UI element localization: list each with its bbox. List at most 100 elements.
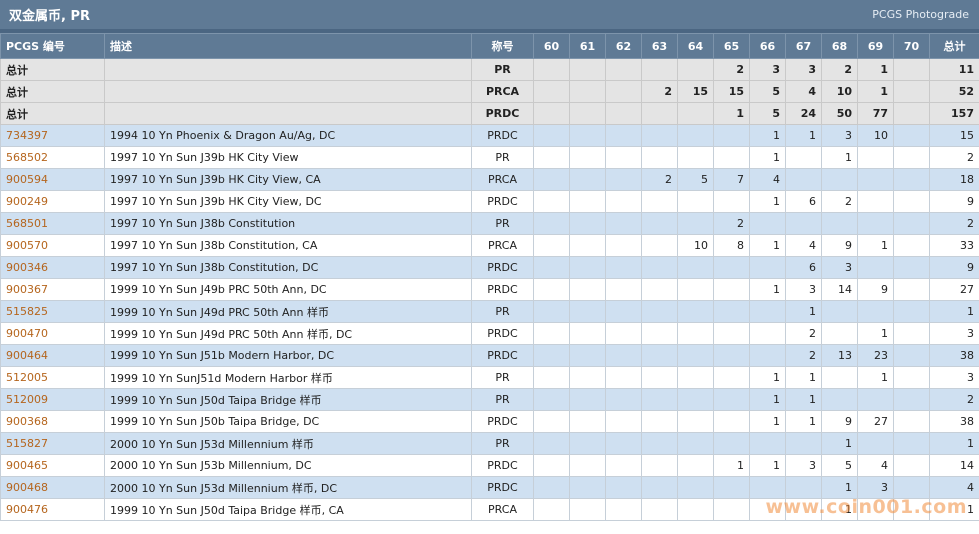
table-row[interactable]: 900368 1999 10 Yn Sun J50b Taipa Bridge, … — [0, 410, 979, 433]
pcgs-code-link[interactable]: 900468 — [0, 476, 105, 499]
col-header-grade[interactable]: 67 — [785, 33, 822, 59]
grade-count-cell: 3 — [821, 256, 858, 279]
table-row[interactable]: 515827 2000 10 Yn Sun J53d Millennium 样币 P… — [0, 432, 979, 455]
grade-count-cell: 1 — [749, 146, 786, 169]
col-header-grade[interactable]: 69 — [857, 33, 894, 59]
grade-count-cell: 1 — [857, 58, 894, 81]
grade-count-cell — [605, 234, 642, 257]
pcgs-code-link[interactable]: 734397 — [0, 124, 105, 147]
col-header-designation[interactable]: 称号 — [471, 33, 534, 59]
pcgs-code-link[interactable]: 900465 — [0, 454, 105, 477]
grade-count-cell: 15 — [677, 80, 714, 103]
pcgs-code-link[interactable]: 512005 — [0, 366, 105, 389]
coin-description: 1999 10 Yn Sun J50b Taipa Bridge, DC — [104, 410, 472, 433]
table-row[interactable]: 900570 1997 10 Yn Sun J38b Constitution, … — [0, 234, 979, 257]
table-row[interactable]: 512009 1999 10 Yn Sun J50d Taipa Bridge 样… — [0, 388, 979, 411]
table-row[interactable]: 900594 1997 10 Yn Sun J39b HK City View, … — [0, 168, 979, 191]
grade-count-cell — [605, 278, 642, 301]
grade-count-cell: 1 — [821, 432, 858, 455]
grade-count-cell — [533, 80, 570, 103]
grade-count-cell — [857, 168, 894, 191]
pcgs-code-link[interactable]: 900470 — [0, 322, 105, 345]
grade-count-cell — [569, 432, 606, 455]
grade-count-cell: 2 — [821, 190, 858, 213]
table-row[interactable]: 900470 1999 10 Yn Sun J49d PRC 50th Ann 样… — [0, 322, 979, 345]
pcgs-code-link[interactable]: 512009 — [0, 388, 105, 411]
grade-count-cell — [569, 476, 606, 499]
pcgs-code-link[interactable]: 900476 — [0, 498, 105, 521]
grade-count-cell — [641, 124, 678, 147]
row-total-cell: 1 — [929, 300, 979, 323]
pcgs-code-link[interactable]: 900367 — [0, 278, 105, 301]
grade-count-cell — [641, 454, 678, 477]
total-row: 总计 PRDC 1 5 24 50 77 157 — [0, 102, 979, 125]
col-header-grade[interactable]: 63 — [641, 33, 678, 59]
grade-count-cell: 14 — [821, 278, 858, 301]
col-header-grade[interactable]: 62 — [605, 33, 642, 59]
col-header-code[interactable]: PCGS 编号 — [0, 33, 105, 59]
coin-description: 1999 10 Yn Sun J50d Taipa Bridge 样币, CA — [104, 498, 472, 521]
table-row[interactable]: 900476 1999 10 Yn Sun J50d Taipa Bridge 样… — [0, 498, 979, 521]
table-row[interactable]: 900249 1997 10 Yn Sun J39b HK City View, … — [0, 190, 979, 213]
grade-count-cell: 1 — [749, 124, 786, 147]
table-row[interactable]: 900367 1999 10 Yn Sun J49b PRC 50th Ann, … — [0, 278, 979, 301]
grade-count-cell — [533, 278, 570, 301]
table-row[interactable]: 515825 1999 10 Yn Sun J49d PRC 50th Ann 样… — [0, 300, 979, 323]
grade-count-cell — [821, 212, 858, 235]
col-header-grade[interactable]: 64 — [677, 33, 714, 59]
grade-count-cell — [605, 366, 642, 389]
grade-count-cell — [605, 146, 642, 169]
grade-count-cell: 1 — [821, 476, 858, 499]
grade-count-cell: 1 — [785, 410, 822, 433]
grade-count-cell — [677, 366, 714, 389]
pcgs-code-link[interactable]: 900464 — [0, 344, 105, 367]
table-row[interactable]: 900468 2000 10 Yn Sun J53d Millennium 样币,… — [0, 476, 979, 499]
col-header-grade[interactable]: 60 — [533, 33, 570, 59]
table-row[interactable]: 568502 1997 10 Yn Sun J39b HK City View PR… — [0, 146, 979, 169]
coin-description: 1999 10 Yn Sun J51b Modern Harbor, DC — [104, 344, 472, 367]
grade-count-cell — [533, 58, 570, 81]
grade-count-cell — [677, 212, 714, 235]
grade-count-cell — [569, 168, 606, 191]
pcgs-code-link[interactable]: 568501 — [0, 212, 105, 235]
grade-count-cell — [605, 344, 642, 367]
pcgs-code-link[interactable]: 900346 — [0, 256, 105, 279]
row-total-cell: 9 — [929, 190, 979, 213]
grade-count-cell: 27 — [857, 410, 894, 433]
grade-count-cell — [893, 58, 930, 81]
pcgs-code-link[interactable]: 900594 — [0, 168, 105, 191]
grade-count-cell — [857, 498, 894, 521]
grade-count-cell — [641, 344, 678, 367]
pcgs-code-link[interactable]: 900368 — [0, 410, 105, 433]
population-table: PCGS 编号 描述 称号 60 61 62 63 64 65 66 67 68… — [0, 33, 979, 521]
total-desc-empty — [104, 102, 472, 125]
pcgs-code-link[interactable]: 515825 — [0, 300, 105, 323]
grade-count-cell — [569, 388, 606, 411]
col-header-grade[interactable]: 61 — [569, 33, 606, 59]
table-row[interactable]: 900465 2000 10 Yn Sun J53b Millennium, DC… — [0, 454, 979, 477]
grade-count-cell: 2 — [785, 344, 822, 367]
pcgs-code-link[interactable]: 515827 — [0, 432, 105, 455]
col-header-grade[interactable]: 66 — [749, 33, 786, 59]
pcgs-code-link[interactable]: 568502 — [0, 146, 105, 169]
table-row[interactable]: 900464 1999 10 Yn Sun J51b Modern Harbor,… — [0, 344, 979, 367]
col-header-grade[interactable]: 68 — [821, 33, 858, 59]
col-header-grade[interactable]: 65 — [713, 33, 750, 59]
grade-count-cell — [893, 124, 930, 147]
brand-label: PCGS Photograde — [872, 8, 969, 21]
grade-count-cell: 2 — [641, 168, 678, 191]
grade-count-cell — [893, 300, 930, 323]
table-row[interactable]: 512005 1999 10 Yn SunJ51d Modern Harbor 样… — [0, 366, 979, 389]
col-header-description[interactable]: 描述 — [104, 33, 472, 59]
table-row[interactable]: 568501 1997 10 Yn Sun J38b Constitution PR… — [0, 212, 979, 235]
col-header-total[interactable]: 总计 — [929, 33, 979, 59]
grade-count-cell — [893, 344, 930, 367]
table-row[interactable]: 734397 1994 10 Yn Phoenix & Dragon Au/Ag,… — [0, 124, 979, 147]
grade-count-cell: 1 — [749, 388, 786, 411]
grade-count-cell — [605, 498, 642, 521]
pcgs-code-link[interactable]: 900570 — [0, 234, 105, 257]
grade-count-cell — [605, 102, 642, 125]
col-header-grade[interactable]: 70 — [893, 33, 930, 59]
pcgs-code-link[interactable]: 900249 — [0, 190, 105, 213]
table-row[interactable]: 900346 1997 10 Yn Sun J38b Constitution, … — [0, 256, 979, 279]
